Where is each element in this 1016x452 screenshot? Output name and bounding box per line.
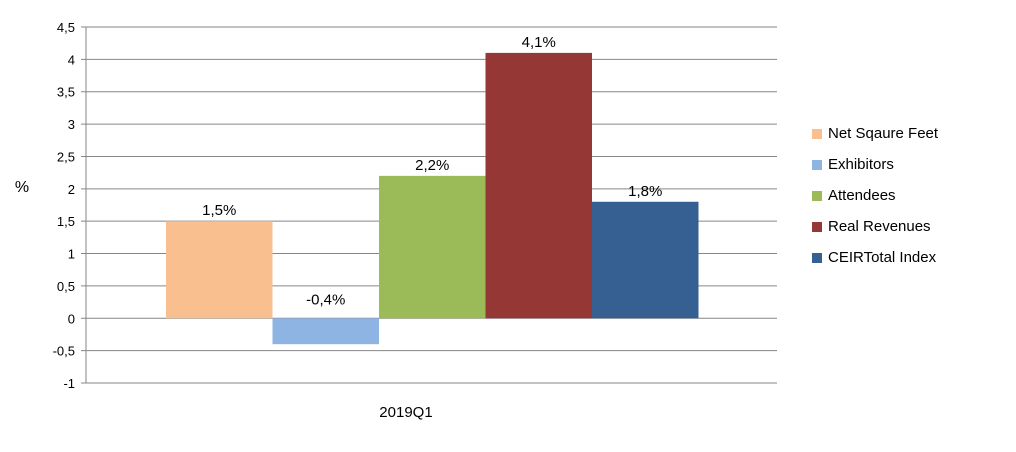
legend-item: Real Revenues	[812, 211, 938, 242]
y-tick-label: 3,5	[57, 85, 75, 100]
legend-label: Attendees	[828, 187, 896, 204]
legend-item: Net Sqaure Feet	[812, 118, 938, 149]
y-axis-label: %	[15, 179, 29, 196]
data-label: 1,8%	[628, 183, 662, 200]
legend-swatch	[812, 221, 822, 232]
y-axis-ticks: -1 -0,5 0 0,5 1 1,5 2 2,5 3 3,5 4 4,5	[53, 20, 75, 391]
y-tick-label: 1	[68, 247, 75, 262]
legend-item: Exhibitors	[812, 149, 938, 180]
legend: Net Sqaure Feet Exhibitors Attendees Rea…	[812, 118, 938, 273]
y-tick-label: -0,5	[53, 344, 75, 359]
legend-label: Net Sqaure Feet	[828, 125, 939, 142]
bar	[272, 318, 379, 345]
data-label: 1,5%	[202, 202, 236, 219]
y-tick-label: 0	[68, 311, 75, 326]
x-axis-category-label: 2019Q1	[379, 404, 432, 421]
legend-swatch	[812, 190, 822, 201]
y-tick-label: 4,5	[57, 20, 75, 35]
data-label: 2,2%	[415, 157, 449, 174]
y-tick-label: 4	[68, 52, 75, 67]
data-label: 4,1%	[522, 34, 556, 51]
bar	[592, 201, 699, 319]
y-tick-label: -1	[63, 376, 75, 391]
bar	[166, 221, 273, 319]
data-labels: 1,5% -0,4% 2,2% 4,1% 1,8%	[202, 34, 662, 308]
y-tick-label: 2,5	[57, 149, 75, 164]
legend-label: Exhibitors	[828, 156, 894, 173]
legend-label: Real Revenues	[828, 218, 931, 235]
legend-swatch	[812, 159, 822, 170]
bar	[379, 175, 486, 319]
y-tick-label: 1,5	[57, 214, 75, 229]
bar	[485, 52, 592, 319]
legend-item: Attendees	[812, 180, 938, 211]
legend-swatch	[812, 128, 822, 139]
legend-label: CEIRTotal Index	[828, 249, 937, 266]
y-tick-label: 2	[68, 182, 75, 197]
data-label: -0,4%	[306, 291, 345, 308]
legend-item: CEIRTotal Index	[812, 242, 938, 273]
legend-swatch	[812, 252, 822, 263]
y-tick-label: 3	[68, 117, 75, 132]
bars	[166, 52, 699, 345]
y-tick-label: 0,5	[57, 279, 75, 294]
